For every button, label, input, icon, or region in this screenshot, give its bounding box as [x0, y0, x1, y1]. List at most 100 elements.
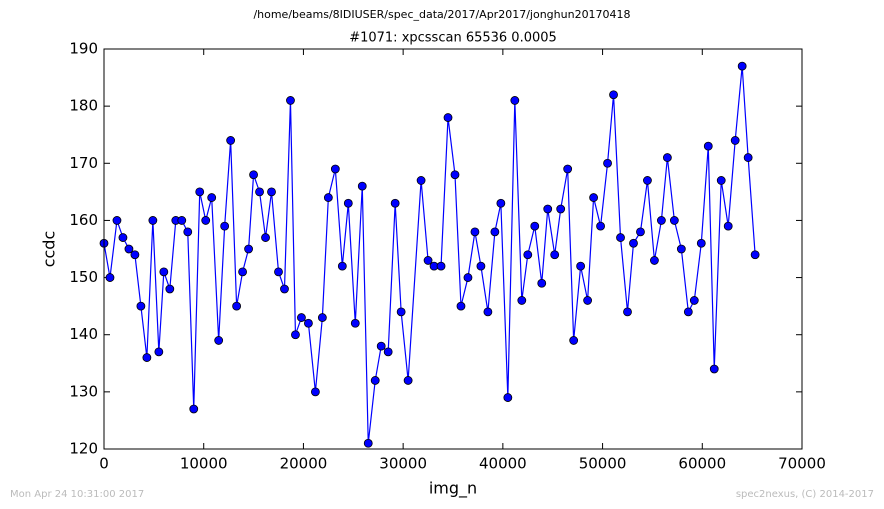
data-point: [629, 238, 638, 248]
data-point: [750, 250, 760, 260]
data-point: [183, 227, 193, 237]
data-point: [363, 438, 373, 448]
y-tick-label: 180: [69, 97, 98, 115]
data-point: [255, 187, 264, 197]
y-axis-label: ccdc: [40, 231, 59, 268]
data-point: [662, 153, 672, 162]
data-point: [383, 347, 393, 357]
data-point: [267, 187, 276, 197]
data-point: [530, 221, 540, 231]
data-point: [189, 404, 199, 414]
data-point: [463, 273, 473, 282]
data-point: [689, 296, 699, 305]
data-point: [603, 158, 612, 168]
data-point: [159, 267, 169, 277]
data-point: [370, 376, 380, 385]
data-point: [483, 307, 493, 317]
footer-left: Mon Apr 24 10:31:00 2017: [10, 489, 144, 500]
data-point: [249, 170, 258, 180]
y-tick-label: 140: [69, 325, 98, 343]
data-point: [148, 216, 158, 225]
data-point: [523, 250, 533, 260]
x-tick-label: 0: [99, 455, 109, 473]
data-point: [496, 198, 506, 208]
data-point: [214, 336, 224, 345]
data-point: [105, 273, 115, 282]
data-point: [563, 164, 573, 174]
data-point: [207, 193, 217, 202]
data-point: [317, 313, 327, 322]
data-point: [337, 261, 347, 271]
data-point: [683, 307, 693, 317]
data-point: [583, 296, 593, 305]
data-point: [470, 227, 480, 237]
y-tick-label: 160: [69, 211, 98, 229]
data-point: [357, 181, 367, 191]
data-point: [510, 96, 520, 105]
data-point: [280, 284, 289, 294]
y-tick-label: 170: [69, 154, 98, 172]
data-point: [118, 233, 128, 242]
data-point: [220, 221, 230, 231]
data-point: [165, 284, 175, 294]
data-point: [261, 233, 270, 242]
data-point: [416, 176, 426, 185]
data-point: [450, 170, 460, 180]
data-point: [238, 267, 248, 277]
data-point: [232, 301, 242, 311]
data-point: [304, 318, 313, 328]
data-point: [396, 307, 406, 317]
data-point: [490, 227, 500, 237]
data-point: [743, 153, 753, 162]
data-point: [142, 353, 152, 362]
chart-title: #1071: xpcsscan 65536 0.0005: [349, 31, 557, 46]
data-point: [376, 341, 386, 351]
x-tick-label: 40000: [479, 455, 527, 473]
data-point: [297, 313, 306, 322]
y-tick-label: 120: [69, 440, 98, 458]
data-point: [569, 336, 579, 345]
data-point: [616, 233, 625, 242]
data-point: [274, 267, 283, 277]
data-point: [503, 393, 513, 402]
data-point: [669, 216, 679, 225]
data-point: [291, 330, 300, 340]
data-point: [643, 176, 652, 185]
data-point: [716, 176, 726, 185]
data-point: [350, 318, 360, 328]
data-point: [657, 216, 666, 225]
data-point: [443, 113, 453, 122]
data-point: [310, 387, 320, 397]
data-point: [201, 216, 211, 225]
data-point: [609, 90, 618, 100]
data-point: [390, 198, 400, 208]
x-tick-label: 50000: [579, 455, 627, 473]
data-point: [737, 61, 747, 71]
data-point: [723, 221, 733, 231]
x-tick-label: 60000: [678, 455, 726, 473]
x-tick-label: 70000: [778, 455, 826, 473]
data-point: [124, 244, 134, 254]
data-point: [596, 221, 605, 231]
data-point: [703, 141, 713, 151]
data-point: [130, 250, 140, 260]
x-tick-label: 30000: [379, 455, 427, 473]
data-point: [696, 238, 706, 248]
data-point: [709, 364, 719, 374]
data-point: [226, 136, 236, 145]
y-tick-label: 130: [69, 382, 98, 400]
data-point: [244, 244, 253, 254]
data-point: [136, 301, 146, 311]
footer-right: spec2nexus, (C) 2014-2017: [736, 489, 874, 500]
y-tick-label: 150: [69, 268, 98, 286]
data-point: [730, 136, 740, 145]
y-tick-label: 190: [69, 40, 98, 58]
data-point: [436, 261, 446, 271]
data-point: [543, 204, 553, 214]
suptitle: /home/beams/8IDIUSER/spec_data/2017/Apr2…: [253, 8, 630, 21]
data-point: [537, 278, 547, 288]
data-point: [650, 256, 659, 265]
x-tick-label: 20000: [280, 455, 328, 473]
data-point: [636, 227, 645, 237]
